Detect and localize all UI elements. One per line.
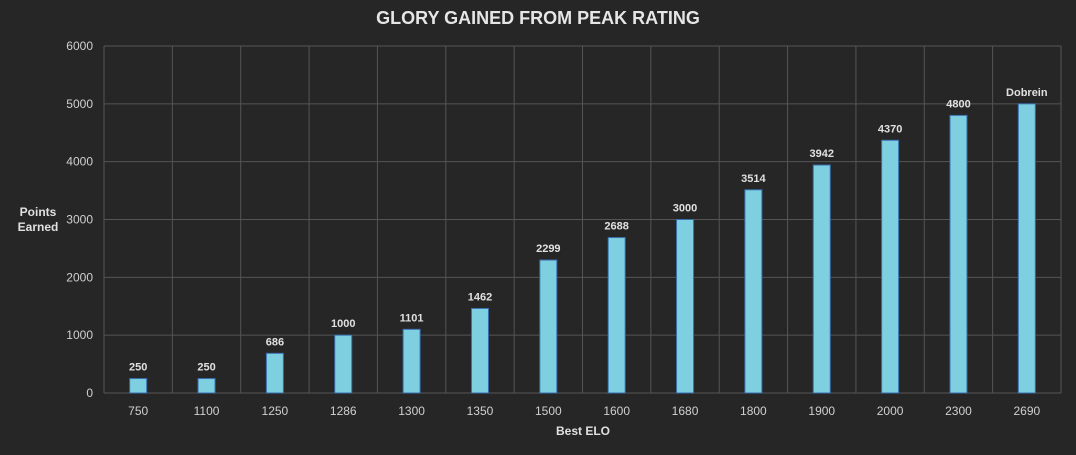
data-label: 1101 <box>400 312 424 324</box>
y-tick-label: 4000 <box>66 155 93 169</box>
bar <box>470 307 489 394</box>
data-label: 1000 <box>331 318 355 330</box>
x-tick-label: 1350 <box>467 404 494 418</box>
y-axis-label-line1: Points <box>20 205 57 219</box>
y-tick-label: 2000 <box>66 270 93 284</box>
y-tick-label: 0 <box>86 386 93 400</box>
x-tick-label: 1600 <box>603 404 630 418</box>
data-labels: 250 250 686 1000 1101 1462 2299 2688 3000 3514 394… <box>129 87 1048 374</box>
x-tick-label: 1286 <box>330 404 357 418</box>
x-tick-label: 1680 <box>672 404 699 418</box>
bar <box>539 259 558 394</box>
grid <box>103 45 1062 394</box>
chart-title: GLORY GAINED FROM PEAK RATING <box>376 8 700 28</box>
x-axis-label: Best ELO <box>556 424 610 438</box>
bars <box>129 103 1036 394</box>
data-label: 3942 <box>810 148 834 160</box>
x-tick-label: 1300 <box>398 404 425 418</box>
bar <box>881 139 900 394</box>
bar <box>402 328 421 394</box>
x-tick-label: 1250 <box>262 404 289 418</box>
bar <box>129 378 148 394</box>
bar <box>1017 103 1036 394</box>
bar <box>949 114 968 394</box>
bar <box>744 189 763 394</box>
bar <box>265 352 284 394</box>
x-tick-label: 1900 <box>808 404 835 418</box>
y-tick-label: 1000 <box>66 328 93 342</box>
data-label: 250 <box>129 362 147 374</box>
y-axis-ticks: 0 1000 2000 3000 4000 5000 6000 <box>66 39 93 400</box>
y-tick-label: 5000 <box>66 97 93 111</box>
x-tick-label: 1500 <box>535 404 562 418</box>
x-tick-label: 2000 <box>877 404 904 418</box>
y-tick-label: 3000 <box>66 213 93 227</box>
data-label: 250 <box>197 362 215 374</box>
data-label: 686 <box>266 336 284 348</box>
y-tick-label: 6000 <box>66 39 93 53</box>
data-label: 1462 <box>468 291 492 303</box>
data-label: 2299 <box>536 243 560 255</box>
data-label: 2688 <box>604 221 628 233</box>
x-axis-ticks: 750 1100 1250 1286 1300 1350 1500 1600 1680 1800 1… <box>128 404 1040 418</box>
y-axis-label-line2: Earned <box>18 220 59 234</box>
x-tick-label: 2300 <box>945 404 972 418</box>
data-label: 4370 <box>878 123 902 135</box>
bar <box>812 164 831 394</box>
bar <box>334 334 353 394</box>
data-label: 4800 <box>946 98 970 110</box>
x-tick-label: 1800 <box>740 404 767 418</box>
data-label: 3514 <box>741 173 766 185</box>
bar <box>197 378 216 394</box>
x-tick-label: 1100 <box>194 404 220 418</box>
bar <box>607 237 626 394</box>
data-label: Dobrein <box>1006 87 1048 99</box>
data-label: 3000 <box>673 203 697 215</box>
x-tick-label: 2690 <box>1013 404 1040 418</box>
x-tick-label: 750 <box>128 404 148 418</box>
bar <box>676 219 695 394</box>
